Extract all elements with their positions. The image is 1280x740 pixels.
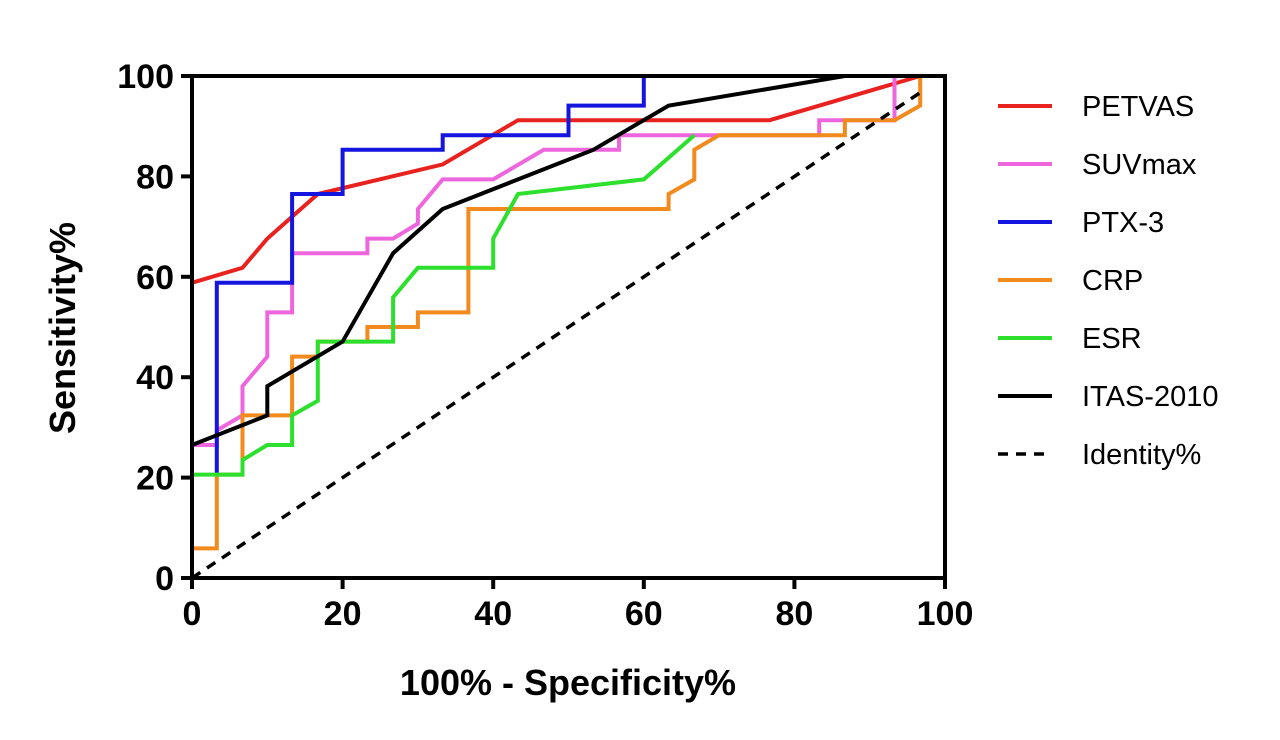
- series-line-ptx-3: [214, 74, 921, 475]
- plot-frame: [190, 74, 947, 580]
- legend: PETVAS SUVmax PTX-3 CRP ESR ITAS-2010 Identity…: [998, 91, 1218, 471]
- legend-label-itas-2010: ITAS-2010: [1082, 381, 1218, 413]
- y-tick-label: 20: [136, 460, 174, 498]
- ticks: 0 20 40 60 80 100 0 20 40 60 80 100: [117, 58, 973, 633]
- series-line-identity: [191, 91, 922, 580]
- series-line-crp: [192, 76, 923, 551]
- x-tick-label: 20: [324, 595, 362, 633]
- y-tick-label: 60: [136, 259, 174, 297]
- y-axis-title: Sensitivity%: [42, 222, 83, 434]
- legend-label-suvmax: SUVmax: [1082, 149, 1197, 181]
- y-tick-label: 80: [136, 158, 174, 196]
- x-tick-label: 80: [775, 595, 813, 633]
- legend-label-identity: Identity%: [1082, 439, 1201, 471]
- x-tick-label: 60: [625, 595, 663, 633]
- x-axis-title: 100% - Specificity%: [400, 662, 736, 703]
- legend-label-esr: ESR: [1082, 323, 1142, 355]
- x-tick-label: 0: [183, 595, 202, 633]
- y-tick-label: 40: [136, 359, 174, 397]
- series-line-suvmax: [192, 74, 921, 447]
- series-line-itas-2010: [191, 74, 846, 447]
- legend-label-ptx-3: PTX-3: [1082, 207, 1164, 239]
- x-tick-label: 100: [917, 595, 974, 633]
- series-line-esr: [192, 133, 696, 477]
- axes: [190, 74, 947, 580]
- series-line-petvas: [190, 74, 921, 445]
- legend-label-crp: CRP: [1082, 265, 1143, 297]
- y-tick-label: 0: [155, 560, 174, 598]
- legend-label-petvas: PETVAS: [1082, 91, 1194, 123]
- y-tick-label: 100: [117, 58, 174, 96]
- x-tick-label: 40: [474, 595, 512, 633]
- plot-curves: [190, 74, 923, 580]
